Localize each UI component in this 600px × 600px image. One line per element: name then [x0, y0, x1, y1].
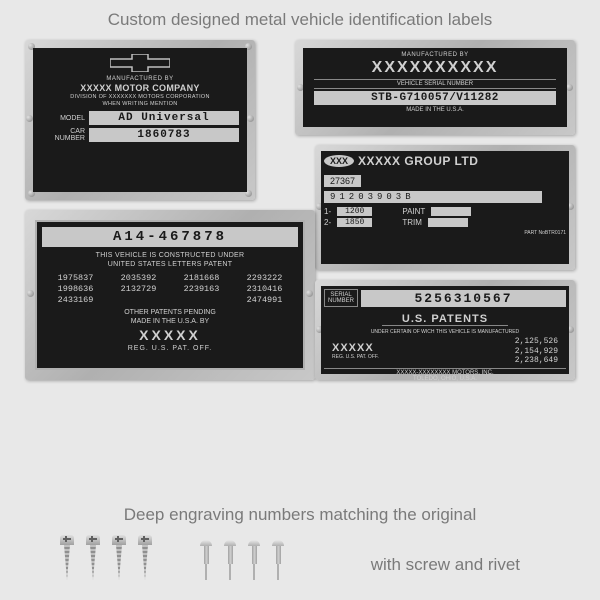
mfg-by-label: MANUFACTURED BY — [306, 52, 564, 58]
made-by-text: MADE IN THE U.S.A. BY — [42, 318, 298, 325]
model-value: AD Universal — [89, 111, 239, 125]
part-number: PART NoBTR0171 — [324, 230, 566, 236]
sn-label: SERIAL NUMBER — [324, 289, 358, 307]
made-usa: MADE IN THE U.S.A. — [306, 107, 564, 113]
patent-numbers: 197583719986362433169 20353922132729 218… — [44, 273, 296, 305]
car-number-value: 1860783 — [89, 128, 239, 142]
patent-serial: A14-467878 — [42, 227, 298, 247]
weight1-label: 1- — [324, 207, 331, 216]
manufacturer-x: XXXXXXXXXX — [306, 59, 564, 77]
car-number-label: CAR NUMBER — [41, 128, 85, 142]
plate-bowtie: MANUFACTURED BY XXXXX MOTOR COMPANY DIVI… — [25, 40, 255, 200]
plate-patents: A14-467878 THIS VEHICLE IS CONSTRUCTED U… — [25, 210, 315, 380]
company-name: XXXXX MOTOR COMPANY — [37, 83, 243, 93]
plate-serial: MANUFACTURED BY XXXXXXXXXX VEHICLE SERIA… — [295, 40, 575, 135]
group-num1: 27367 — [324, 175, 361, 187]
oval-logo: XXX — [324, 155, 354, 167]
group-num2: 91203903B — [324, 191, 542, 203]
maker-xx: XXXXX — [332, 342, 379, 354]
bowtie-logo — [110, 54, 170, 72]
model-label: MODEL — [41, 115, 85, 122]
under-certain-text: UNDER CERTAIN OF WICH THIS VEHICLE IS MA… — [324, 329, 566, 335]
pending-text: OTHER PATENTS PENDING — [42, 309, 298, 316]
hardware-text: with screw and rivet — [371, 555, 520, 575]
reg-pat: REG. U.S. PAT. OFF. — [332, 354, 379, 360]
group-company: XXXXX GROUP LTD — [358, 154, 478, 168]
sn-value: 5256310567 — [361, 290, 566, 307]
paint-label: PAINT — [402, 207, 425, 216]
motors-info: XXXXX-XXXXXXXX MOTORS, INC.TOLEDO, OHIO,… — [324, 368, 566, 382]
weight2-label: 2- — [324, 218, 331, 227]
serial-value: STB-G710057/V11282 — [314, 91, 556, 105]
mention-text: WHEN WRITING MENTION — [37, 101, 243, 108]
reg-pat-off: REG. U.S. PAT. OFF. — [42, 345, 298, 352]
trim-label: TRIM — [402, 218, 422, 227]
weight1-value: 1200 — [337, 207, 372, 216]
trim-value — [428, 218, 468, 227]
us-patents-title: U.S. PATENTS — [382, 313, 508, 326]
plate-us-patents: SERIAL NUMBER 5256310567 U.S. PATENTS UN… — [315, 280, 575, 380]
header-text: Custom designed metal vehicle identifica… — [0, 10, 600, 30]
weight2-value: 1850 — [337, 218, 372, 227]
maker-x: XXXXX — [42, 327, 298, 343]
footer-text: Deep engraving numbers matching the orig… — [0, 505, 600, 525]
screws — [60, 535, 152, 580]
patent-list: 2,125,526 2,154,929 2,238,649 — [515, 337, 558, 366]
paint-value — [431, 207, 471, 216]
plate-group: XXX XXXXX GROUP LTD 27367 91203903B 1- 12… — [315, 145, 575, 270]
constructed-text: THIS VEHICLE IS CONSTRUCTED UNDER — [42, 251, 298, 260]
division-text: DIVISION OF XXXXXXX MOTORS CORPORATION — [37, 94, 243, 101]
mfg-label: MANUFACTURED BY — [37, 76, 243, 82]
vsn-label: VEHICLE SERIAL NUMBER — [314, 79, 556, 89]
letters-patent-text: UNITED STATES LETTERS PATENT — [42, 260, 298, 269]
rivets — [200, 540, 284, 580]
